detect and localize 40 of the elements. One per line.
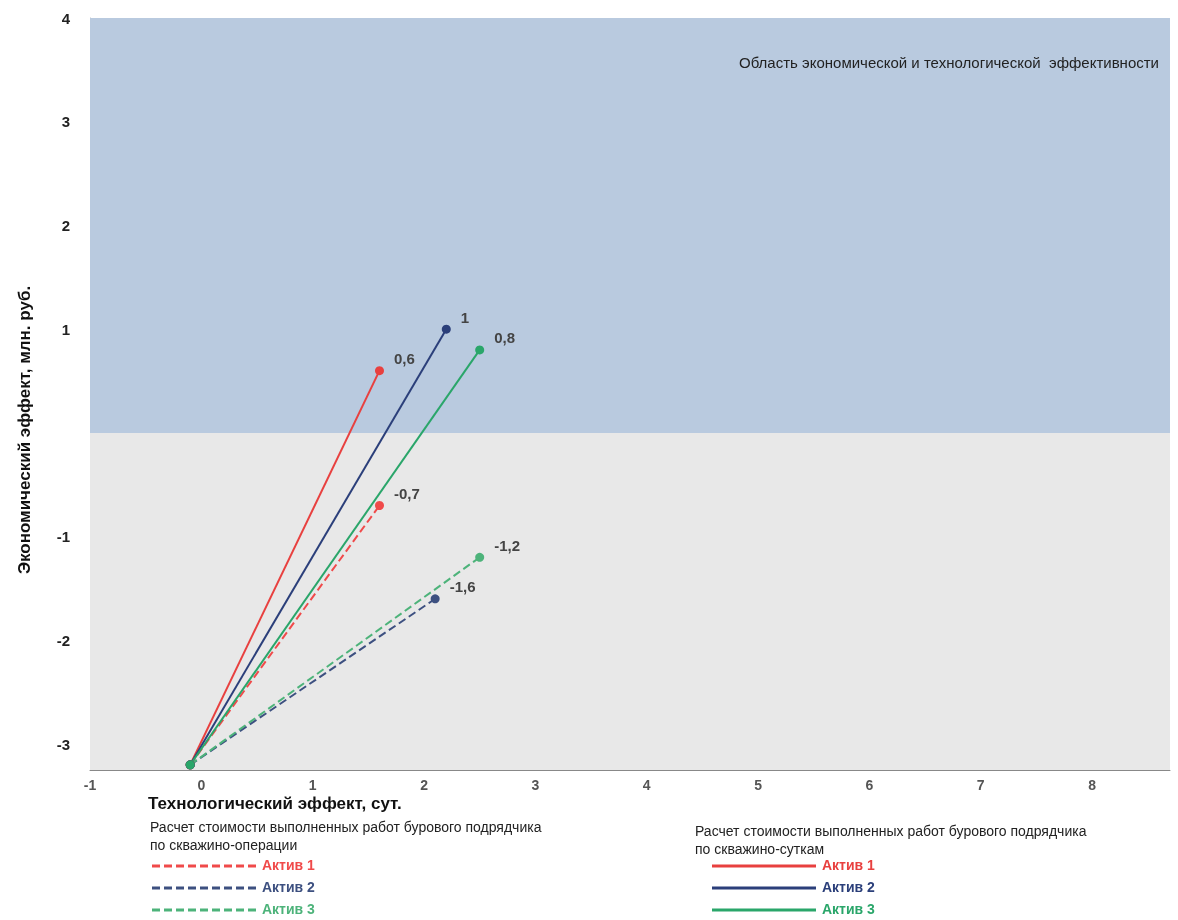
x-tick-label: 1 [308,777,317,793]
text: Актив 3 [822,901,876,917]
y-tick-label: -3 [56,735,70,753]
text: Актив 2 [262,879,316,895]
y-tick-label: 3 [61,113,70,131]
text: Расчет стоимости выполненных работ бурового подрядчика по скважино-суткам [695,823,1087,857]
y-tick-label: -1 [56,528,70,546]
x-tick-label: 2 [420,777,429,793]
band-label: Область экономической и технологической эффективности [739,54,1159,71]
point [430,594,440,604]
y-tick-label: -2 [56,631,70,649]
y-tick-label: 1 [61,320,70,338]
x-tick-label: 3 [531,777,540,793]
text: Расчет стоимости выполненных работ бурового подрядчика по скважино-операции [150,819,542,853]
x-tick-label: 4 [642,777,651,793]
x-axis-title: Технологический эффект, сут. [148,794,402,813]
x-tick-label: 7 [976,777,985,793]
y-axis-title: Экономический эффект, млн. руб. [14,285,34,575]
text: Актив 1 [822,857,876,873]
text: Актив 3 [262,901,316,917]
x-tick-label: 6 [865,777,874,793]
data-label: 0,8 [494,329,516,347]
y-tick-label: 4 [61,9,71,27]
point [475,552,485,562]
text: Актив 2 [822,879,876,895]
x-tick-label: 8 [1088,777,1097,793]
data-label: -1,2 [494,536,521,554]
point [374,501,384,510]
data-label: -1,6 [449,578,476,596]
data-label: -0,7 [393,485,420,502]
x-tick-label: -1 [83,777,97,793]
x-tick-label: 0 [197,777,206,793]
point [475,345,485,355]
point [441,324,451,334]
data-label: 1 [460,308,470,326]
point [374,366,384,376]
y-tick-label: 2 [61,216,70,234]
text: Актив 1 [262,857,316,873]
x-tick-label: 5 [754,777,763,793]
data-label: 0,6 [393,350,415,368]
